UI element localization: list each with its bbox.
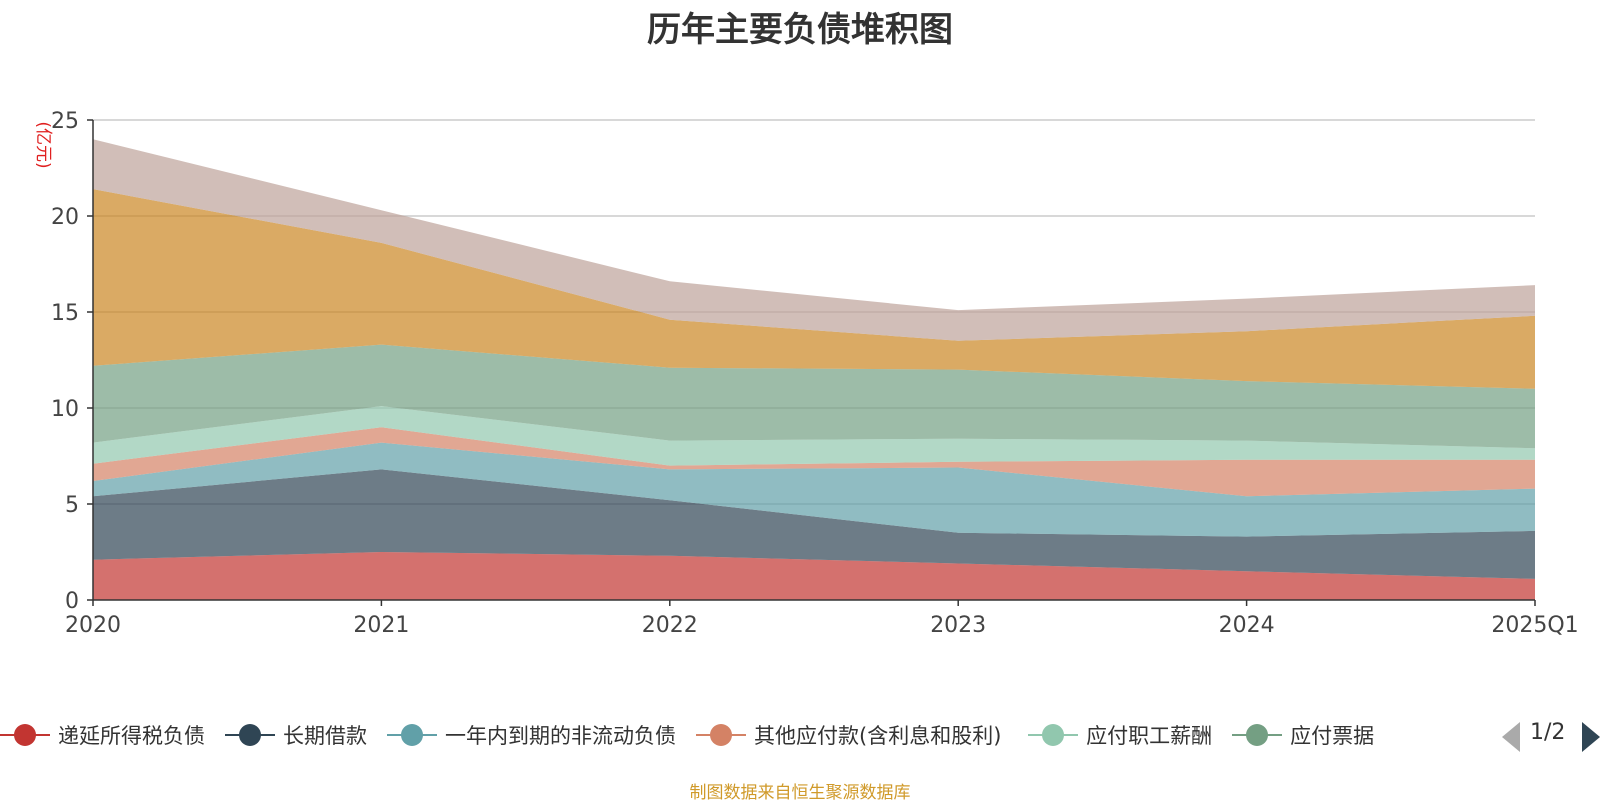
legend-item[interactable]: 应付票据 <box>1232 715 1374 755</box>
y-tick-label: 20 <box>51 205 79 230</box>
legend-label: 应付票据 <box>1290 724 1375 748</box>
legend-label: 递延所得税负债 <box>58 724 205 748</box>
legend: 递延所得税负债 长期借款 一年内到期的非流动负债 其他应付款(含利息和股利) 应付职工薪… <box>0 715 1600 755</box>
legend-label: 长期借款 <box>283 724 367 748</box>
legend-item[interactable]: 一年内到期的非流动负债 <box>387 715 676 755</box>
chart-plot: 0 5 10 15 20 25 2020 2021 2022 2023 2024 2025Q1 (亿元) <box>33 109 1579 638</box>
legend-item[interactable]: 应付职工薪酬 <box>1028 715 1212 755</box>
y-unit-label: (亿元) <box>33 121 53 168</box>
y-tick-label: 0 <box>65 589 79 614</box>
legend-marker-icon <box>1028 723 1079 747</box>
y-tick-label: 15 <box>51 301 79 326</box>
legend-item[interactable]: 递延所得税负债 <box>0 715 205 755</box>
legend-label: 应付职工薪酬 <box>1086 724 1213 748</box>
area-series-5 <box>93 344 1535 449</box>
x-tick-label: 2020 <box>65 613 121 638</box>
y-tick-label: 5 <box>65 493 79 518</box>
x-tick-label: 2025Q1 <box>1491 613 1578 638</box>
legend-marker-icon <box>387 723 437 747</box>
legend-label: 其他应付款(含利息和股利) <box>754 724 1002 748</box>
legend-label: 一年内到期的非流动负债 <box>445 724 676 748</box>
legend-item[interactable]: 长期借款 <box>225 715 367 755</box>
chart-title: 历年主要负债堆积图 <box>647 10 953 50</box>
area-series-2 <box>93 442 1535 537</box>
legend-marker-icon <box>225 723 275 747</box>
area-series-4 <box>93 406 1535 466</box>
x-tick-label: 2021 <box>353 613 409 638</box>
legend-marker-icon <box>696 723 746 747</box>
y-tick-label: 25 <box>51 109 79 134</box>
legend-page-indicator: 1/2 <box>1530 720 1566 745</box>
legend-prev-icon[interactable] <box>1502 722 1520 752</box>
legend-pager: 1/2 <box>1500 718 1600 754</box>
source-note: 制图数据来自恒生聚源数据库 <box>689 783 911 803</box>
area-series-0 <box>93 552 1535 600</box>
x-tick-label: 2022 <box>642 613 698 638</box>
area-series-3 <box>93 427 1535 497</box>
legend-marker-icon <box>1232 723 1283 747</box>
legend-marker-icon <box>0 723 50 747</box>
area-series-6 <box>93 189 1535 389</box>
x-tick-label: 2024 <box>1219 613 1275 638</box>
x-tick-label: 2023 <box>930 613 986 638</box>
y-tick-label: 10 <box>51 397 79 422</box>
area-series-1 <box>93 469 1535 579</box>
area-series-7 <box>93 139 1535 341</box>
legend-next-icon[interactable] <box>1582 722 1600 752</box>
legend-item[interactable]: 其他应付款(含利息和股利) <box>696 715 1001 755</box>
